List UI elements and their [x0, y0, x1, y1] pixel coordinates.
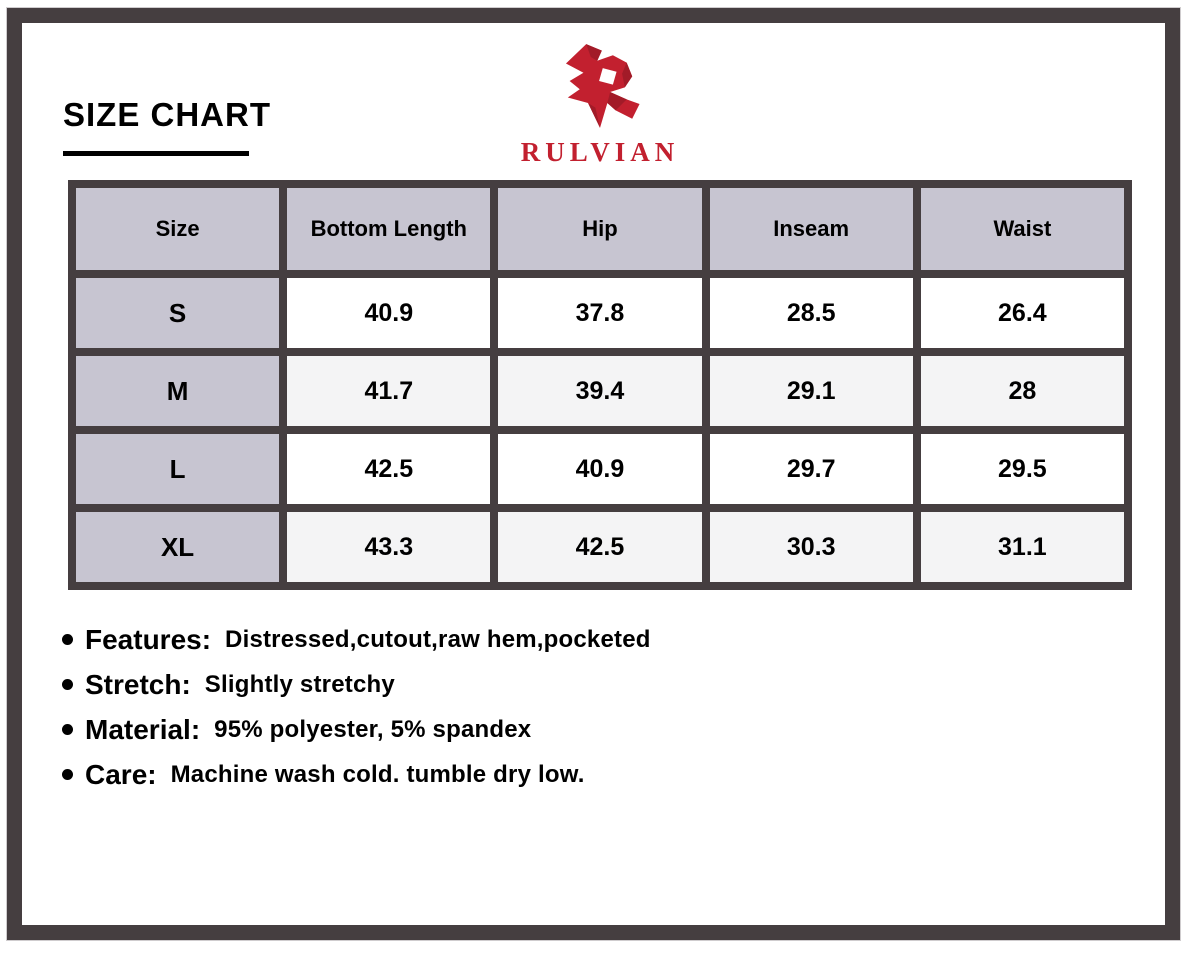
brand-logo-r-icon — [565, 44, 640, 128]
detail-value: Distressed,cutout,raw hem,pocketed — [225, 626, 651, 653]
value-cell: 40.9 — [490, 426, 710, 512]
column-header-bottom-length: Bottom Length — [279, 180, 499, 278]
page-title: SIZE CHART — [63, 96, 271, 133]
value-cell: 30.3 — [701, 504, 921, 590]
table-row-l: L 42.5 40.9 29.7 29.5 — [67, 426, 1133, 512]
value-cell: 29.7 — [701, 426, 921, 512]
bullet-icon — [62, 678, 73, 690]
value-cell: 43.3 — [279, 504, 499, 590]
detail-label: Stretch: — [85, 669, 191, 700]
title-underline — [63, 151, 249, 156]
table-row-s: S 40.9 37.8 28.5 26.4 — [67, 270, 1133, 356]
size-chart-table: Size Bottom Length Hip Inseam Waist S 40… — [67, 180, 1133, 590]
detail-label: Features: — [85, 624, 212, 655]
value-cell: 29.5 — [912, 426, 1133, 512]
size-cell: XL — [67, 504, 288, 590]
value-cell: 42.5 — [490, 504, 710, 590]
size-cell: M — [67, 348, 288, 434]
detail-value: 95% polyester, 5% spandex — [214, 716, 532, 743]
value-cell: 37.8 — [490, 270, 710, 356]
value-cell: 42.5 — [279, 426, 499, 512]
value-cell: 41.7 — [279, 348, 499, 434]
details-list: Features: Distressed,cutout,raw hem,pock… — [62, 624, 651, 804]
detail-item-stretch: Stretch: Slightly stretchy — [62, 669, 651, 701]
detail-item-care: Care: Machine wash cold. tumble dry low. — [62, 759, 651, 791]
header-row: Size Bottom Length Hip Inseam Waist — [67, 180, 1133, 278]
detail-value: Machine wash cold. tumble dry low. — [170, 761, 585, 788]
value-cell: 39.4 — [490, 348, 710, 434]
value-cell: 29.1 — [701, 348, 921, 434]
detail-label: Care: — [85, 759, 157, 790]
value-cell: 26.4 — [912, 270, 1133, 356]
detail-value: Slightly stretchy — [204, 671, 395, 698]
column-header-inseam: Inseam — [701, 180, 921, 278]
column-header-size: Size — [67, 180, 288, 278]
brand-wordmark: RULVIAN — [520, 137, 680, 167]
value-cell: 28.5 — [701, 270, 921, 356]
table-row-xl: XL 43.3 42.5 30.3 31.1 — [67, 504, 1133, 590]
detail-label: Material: — [85, 714, 201, 745]
table-row-m: M 41.7 39.4 29.1 28 — [67, 348, 1133, 434]
size-cell: L — [67, 426, 288, 512]
detail-item-material: Material: 95% polyester, 5% spandex — [62, 714, 651, 746]
value-cell: 31.1 — [912, 504, 1133, 590]
bullet-icon — [62, 633, 73, 645]
value-cell: 40.9 — [279, 270, 499, 356]
brand-logo: RULVIAN — [0, 38, 1200, 166]
value-cell: 28 — [912, 348, 1133, 434]
column-header-hip: Hip — [490, 180, 710, 278]
size-cell: S — [67, 270, 288, 356]
bullet-icon — [62, 723, 73, 735]
column-header-waist: Waist — [912, 180, 1133, 278]
detail-item-features: Features: Distressed,cutout,raw hem,pock… — [62, 624, 651, 656]
bullet-icon — [62, 768, 73, 780]
